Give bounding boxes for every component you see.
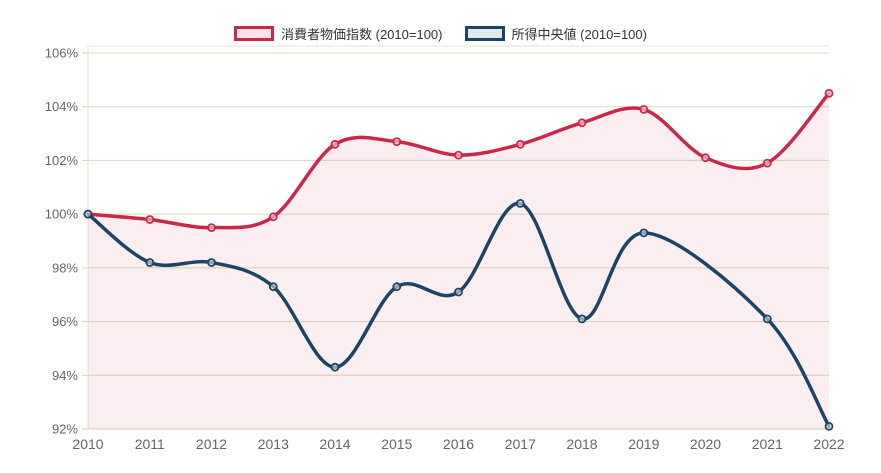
median-income-data-point-marker bbox=[330, 362, 340, 372]
cpi-data-point-marker bbox=[515, 139, 525, 149]
median-income-data-point-marker bbox=[577, 314, 587, 324]
median-income-data-point-marker bbox=[207, 258, 216, 267]
median-income-legend-swatch-icon bbox=[464, 26, 505, 41]
cpi-data-point-marker bbox=[701, 153, 710, 163]
x-tick-label: 2022 bbox=[813, 436, 844, 452]
y-tick-label: 106% bbox=[45, 46, 79, 61]
y-tick-label: 92% bbox=[52, 422, 78, 437]
cpi-data-point-marker bbox=[577, 118, 587, 128]
cpi-data-point-marker bbox=[639, 105, 649, 114]
x-tick-label: 2016 bbox=[443, 436, 474, 452]
x-tick-label: 2010 bbox=[72, 436, 103, 452]
cpi-data-point-marker bbox=[207, 223, 216, 233]
y-tick-label: 104% bbox=[45, 99, 79, 114]
x-tick-label: 2015 bbox=[381, 436, 412, 452]
median-income-data-point-marker bbox=[145, 258, 155, 267]
x-tick-label: 2013 bbox=[258, 436, 289, 452]
x-tick-label: 2020 bbox=[690, 436, 721, 452]
y-tick-label: 100% bbox=[45, 207, 79, 222]
cpi-area bbox=[88, 93, 829, 430]
x-tick-label: 2012 bbox=[196, 436, 227, 452]
cpi-data-point-marker bbox=[454, 150, 463, 160]
median-income-data-point-marker bbox=[639, 228, 649, 238]
cpi-legend-label: 消費者物価指数 (2010=100) bbox=[281, 27, 443, 42]
x-tick-label: 2019 bbox=[628, 436, 659, 452]
cpi-data-point-marker bbox=[824, 88, 834, 98]
y-tick-label: 102% bbox=[45, 153, 79, 168]
median-income-data-point-marker bbox=[454, 287, 463, 297]
y-tick-label: 94% bbox=[52, 368, 78, 383]
y-tick-label: 98% bbox=[52, 260, 78, 275]
median-income-data-point-marker bbox=[515, 198, 525, 208]
median-income-data-point-marker bbox=[268, 282, 278, 292]
x-tick-label: 2017 bbox=[505, 436, 536, 452]
median-income-data-point-marker bbox=[83, 209, 93, 219]
median-income-data-point-marker bbox=[762, 314, 772, 324]
median-income-data-point-marker bbox=[824, 421, 834, 431]
y-tick-label: 96% bbox=[52, 314, 78, 329]
x-tick-label: 2021 bbox=[752, 436, 783, 452]
cpi-data-point-marker bbox=[762, 158, 772, 168]
legend-item-median-income[interactable]: 所得中央値 (2010=100) bbox=[464, 24, 647, 43]
median-income-data-point-marker bbox=[392, 282, 402, 292]
median-income-legend-label: 所得中央値 (2010=100) bbox=[511, 27, 647, 42]
x-tick-label: 2014 bbox=[319, 436, 350, 452]
cpi-data-point-marker bbox=[268, 212, 278, 222]
cpi-legend-swatch-icon bbox=[234, 26, 275, 41]
chart-legend: 消費者物価指数 (2010=100) 所得中央値 (2010=100) bbox=[0, 24, 881, 43]
cpi-data-point-marker bbox=[392, 137, 402, 147]
cpi-data-point-marker bbox=[330, 139, 340, 149]
cpi-data-point-marker bbox=[145, 215, 155, 224]
x-tick-label: 2018 bbox=[566, 436, 597, 452]
x-tick-label: 2011 bbox=[135, 436, 165, 452]
legend-item-cpi[interactable]: 消費者物価指数 (2010=100) bbox=[234, 24, 443, 43]
